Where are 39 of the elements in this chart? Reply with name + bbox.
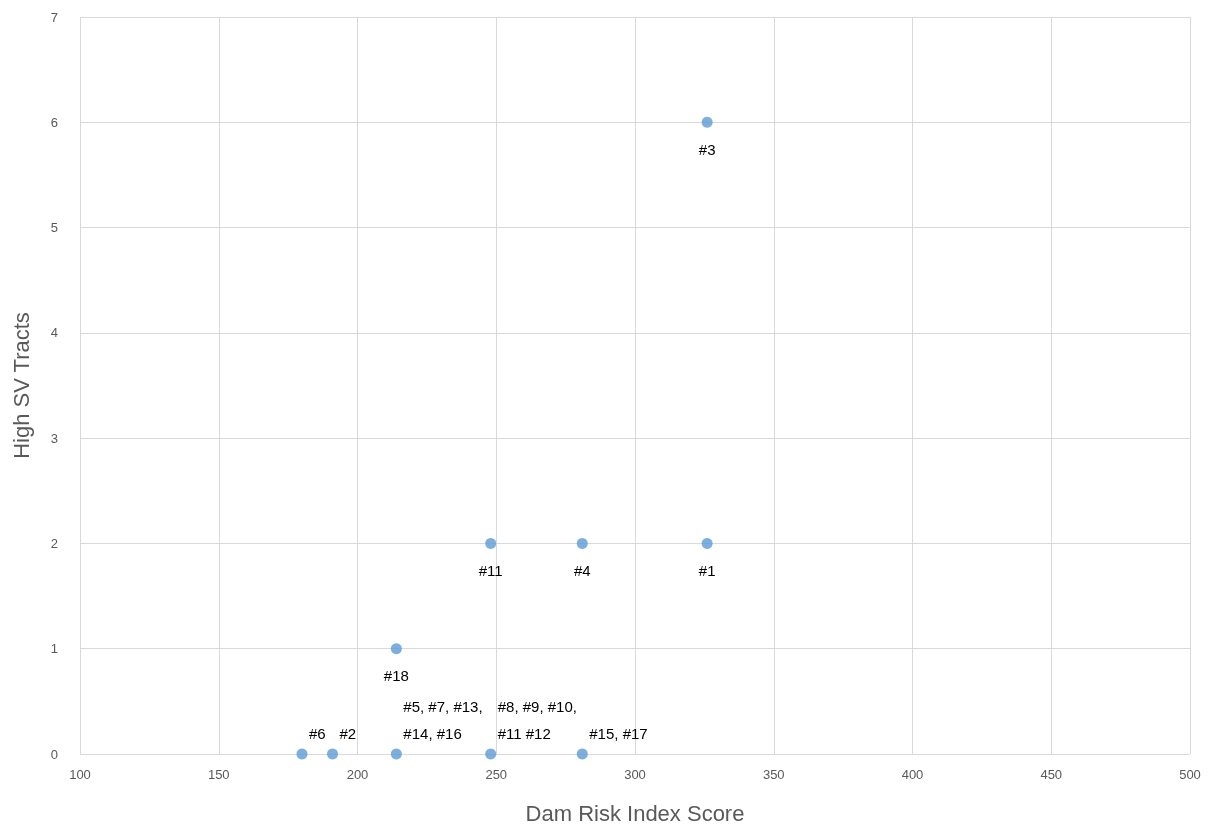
point xyxy=(485,748,497,760)
y-tick-label: 6 xyxy=(50,114,58,130)
annotation: #8, #9, #10, #11 #12 xyxy=(497,697,577,742)
point xyxy=(576,537,588,549)
annotation: #6 xyxy=(309,724,326,742)
x-tick-label: 500 xyxy=(1179,767,1201,782)
annotation: #5, #7, #13, #14, #16 xyxy=(403,697,483,742)
y-tick-label: 4 xyxy=(50,325,58,341)
x-tick-label: 300 xyxy=(624,767,646,782)
y-axis-title: High SV Tracts xyxy=(8,312,34,459)
y-tick-label: 1 xyxy=(50,641,58,657)
point xyxy=(701,116,713,128)
point xyxy=(327,748,339,760)
y-tick-label: 2 xyxy=(50,535,58,551)
point xyxy=(701,537,713,549)
x-tick-label: 400 xyxy=(901,767,924,782)
annotation: #15, #17 xyxy=(589,724,648,742)
point xyxy=(576,748,588,760)
annotation: #2 xyxy=(339,724,357,742)
point xyxy=(390,643,402,655)
y-tick-label: 3 xyxy=(50,430,58,446)
x-axis-title: Dam Risk Index Score xyxy=(525,800,745,826)
x-tick-label: 100 xyxy=(69,767,91,782)
x-tick-label: 150 xyxy=(207,767,230,782)
point xyxy=(390,748,402,760)
y-tick-label: 5 xyxy=(50,220,58,236)
y-tick-label: 7 xyxy=(50,9,58,25)
annotation: #1 xyxy=(698,561,716,579)
point xyxy=(296,748,308,760)
x-tick-label: 200 xyxy=(346,767,369,782)
y-tick-label: 0 xyxy=(50,746,58,762)
annotation: #11 xyxy=(478,561,503,579)
point xyxy=(485,537,497,549)
annotation: #3 xyxy=(698,140,716,158)
annotation: #18 xyxy=(383,667,409,685)
x-tick-label: 350 xyxy=(762,767,785,782)
x-tick-label: 250 xyxy=(485,767,508,782)
x-tick-label: 450 xyxy=(1040,767,1063,782)
annotation: #4 xyxy=(573,561,591,579)
